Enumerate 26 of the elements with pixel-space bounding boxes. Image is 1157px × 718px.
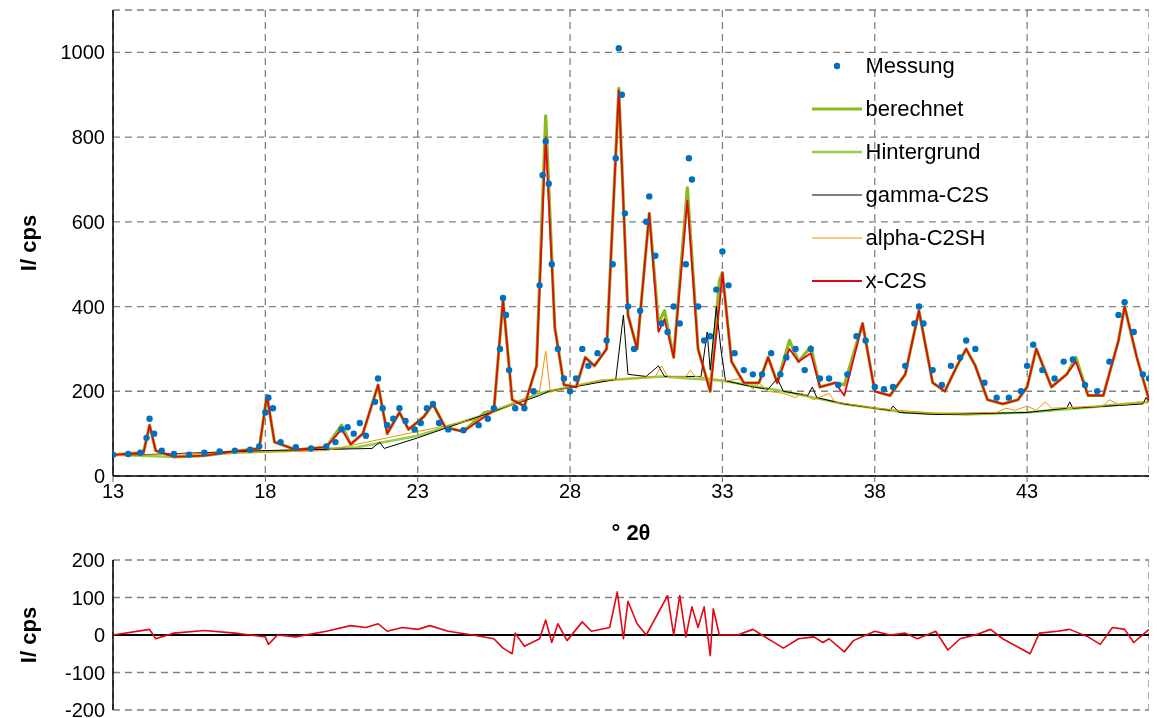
y-tick-label: 600 — [71, 210, 105, 233]
x-tick-label: 28 — [558, 480, 582, 503]
x-tick-label: 33 — [711, 480, 734, 503]
legend-label: Messung — [865, 52, 955, 79]
legend-label: berechnet — [865, 95, 964, 122]
x-tick-label: 23 — [406, 480, 429, 503]
y-tick-label: -100 — [64, 661, 105, 684]
y-axis-title: I/ cps — [15, 606, 41, 664]
legend-label: Hintergrund — [865, 138, 981, 165]
y-tick-label: 200 — [71, 380, 105, 403]
x-tick-label: 18 — [254, 480, 277, 503]
legend-label: gamma-C2S — [865, 181, 989, 208]
y-tick-label: 200 — [71, 549, 105, 572]
y-axis-title: I/ cps — [15, 214, 41, 272]
legend-label: x-C2S — [865, 267, 927, 294]
legend-label: alpha-C2SH — [865, 224, 986, 251]
y-tick-label: 0 — [93, 465, 105, 488]
y-tick-label: 400 — [71, 295, 105, 318]
y-tick-label: 800 — [71, 126, 105, 149]
x-tick-label: 43 — [1015, 480, 1039, 503]
y-tick-label: 0 — [93, 624, 105, 647]
y-tick-label: -200 — [64, 699, 105, 718]
y-tick-label: 1000 — [60, 41, 105, 64]
y-tick-label: 100 — [71, 586, 105, 609]
x-axis-title: ° 2θ — [611, 520, 651, 545]
x-tick-label: 38 — [863, 480, 886, 503]
